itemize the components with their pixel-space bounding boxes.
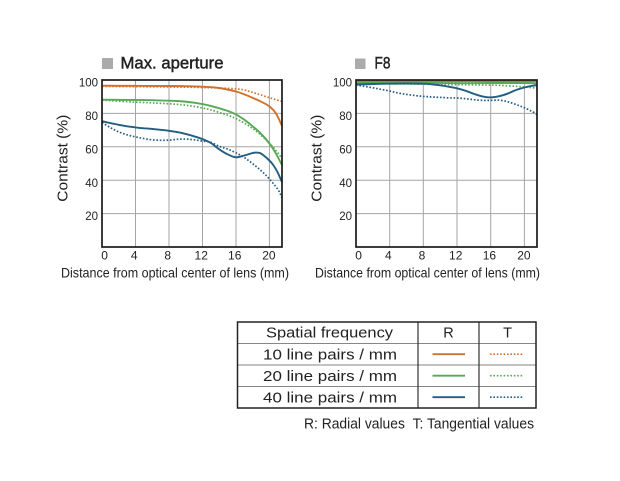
svg-text:20 line pairs / mm: 20 line pairs / mm: [263, 368, 397, 385]
svg-text:Contrast (%): Contrast (%): [310, 115, 326, 202]
svg-text:12: 12: [449, 249, 463, 263]
svg-text:16: 16: [483, 249, 497, 263]
svg-text:8: 8: [164, 249, 171, 263]
svg-text:Distance from optical center o: Distance from optical center of lens (mm…: [315, 265, 540, 281]
svg-text:4: 4: [131, 249, 138, 263]
svg-text:60: 60: [339, 144, 352, 156]
svg-text:0: 0: [101, 249, 108, 263]
svg-text:40: 40: [85, 178, 98, 190]
svg-text:100: 100: [333, 78, 352, 90]
svg-text:40 line pairs / mm: 40 line pairs / mm: [263, 390, 397, 407]
svg-text:20: 20: [517, 249, 531, 263]
svg-text:60: 60: [85, 144, 98, 156]
svg-text:8: 8: [419, 249, 426, 263]
svg-text:20: 20: [262, 249, 276, 263]
svg-text:Spatial frequency: Spatial frequency: [266, 325, 394, 342]
svg-text:20: 20: [339, 211, 352, 223]
svg-text:R: R: [443, 326, 453, 342]
svg-text:12: 12: [195, 249, 209, 263]
svg-text:Max. aperture: Max. aperture: [121, 55, 224, 73]
svg-text:T: T: [503, 326, 512, 342]
svg-text:20: 20: [85, 211, 98, 223]
svg-text:100: 100: [79, 78, 98, 90]
svg-text:4: 4: [385, 249, 392, 263]
svg-text:Contrast (%): Contrast (%): [56, 115, 72, 202]
svg-text:Distance from optical center o: Distance from optical center of lens (mm…: [61, 265, 289, 281]
svg-text:10 line pairs / mm: 10 line pairs / mm: [263, 347, 397, 364]
svg-text:R: Radial values T: Tangentia: R: Radial values T: Tangential values: [304, 417, 534, 433]
svg-text:0: 0: [355, 249, 362, 263]
svg-text:40: 40: [339, 178, 352, 190]
svg-text:F8: F8: [375, 55, 391, 73]
svg-text:80: 80: [339, 111, 352, 123]
svg-text:16: 16: [228, 249, 242, 263]
svg-text:80: 80: [85, 111, 98, 123]
